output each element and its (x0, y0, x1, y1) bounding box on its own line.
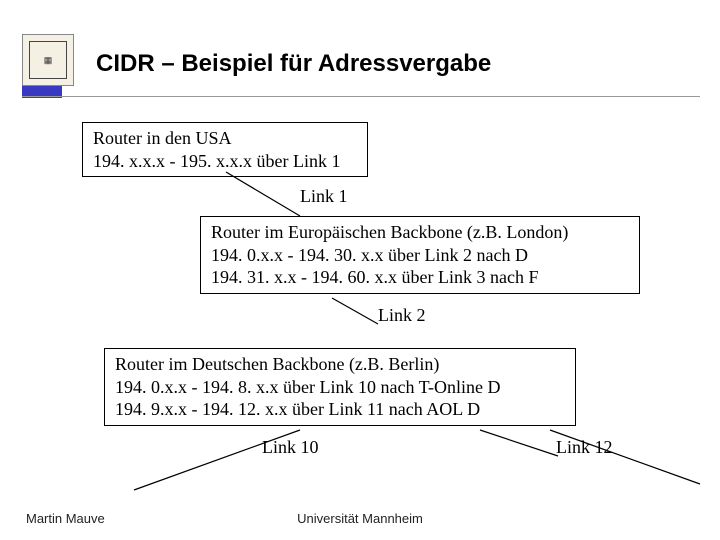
node-usa-line2: 194. x.x.x - 195. x.x.x über Link 1 (93, 150, 357, 173)
title-rule (22, 96, 700, 97)
node-router-germany: Router im Deutschen Backbone (z.B. Berli… (104, 348, 576, 426)
node-de-line2: 194. 0.x.x - 194. 8. x.x über Link 10 na… (115, 376, 565, 399)
slide-title: CIDR – Beispiel für Adressvergabe (96, 50, 491, 78)
node-router-europe: Router im Europäischen Backbone (z.B. Lo… (200, 216, 640, 294)
label-link-2: Link 2 (378, 305, 426, 326)
uni-logo: ▦ (22, 34, 74, 86)
node-euro-line2: 194. 0.x.x - 194. 30. x.x über Link 2 na… (211, 244, 629, 267)
footer-university: Universität Mannheim (0, 511, 720, 526)
uni-logo-inner: ▦ (29, 41, 67, 79)
label-link-12: Link 12 (556, 437, 613, 458)
node-euro-line3: 194. 31. x.x - 194. 60. x.x über Link 3 … (211, 266, 629, 289)
node-de-line1: Router im Deutschen Backbone (z.B. Berli… (115, 353, 565, 376)
node-router-usa: Router in den USA 194. x.x.x - 195. x.x.… (82, 122, 368, 177)
node-usa-line1: Router in den USA (93, 127, 357, 150)
label-link-1: Link 1 (300, 186, 348, 207)
node-euro-line1: Router im Europäischen Backbone (z.B. Lo… (211, 221, 629, 244)
label-link-10: Link 10 (262, 437, 319, 458)
node-de-line3: 194. 9.x.x - 194. 12. x.x über Link 11 n… (115, 398, 565, 421)
